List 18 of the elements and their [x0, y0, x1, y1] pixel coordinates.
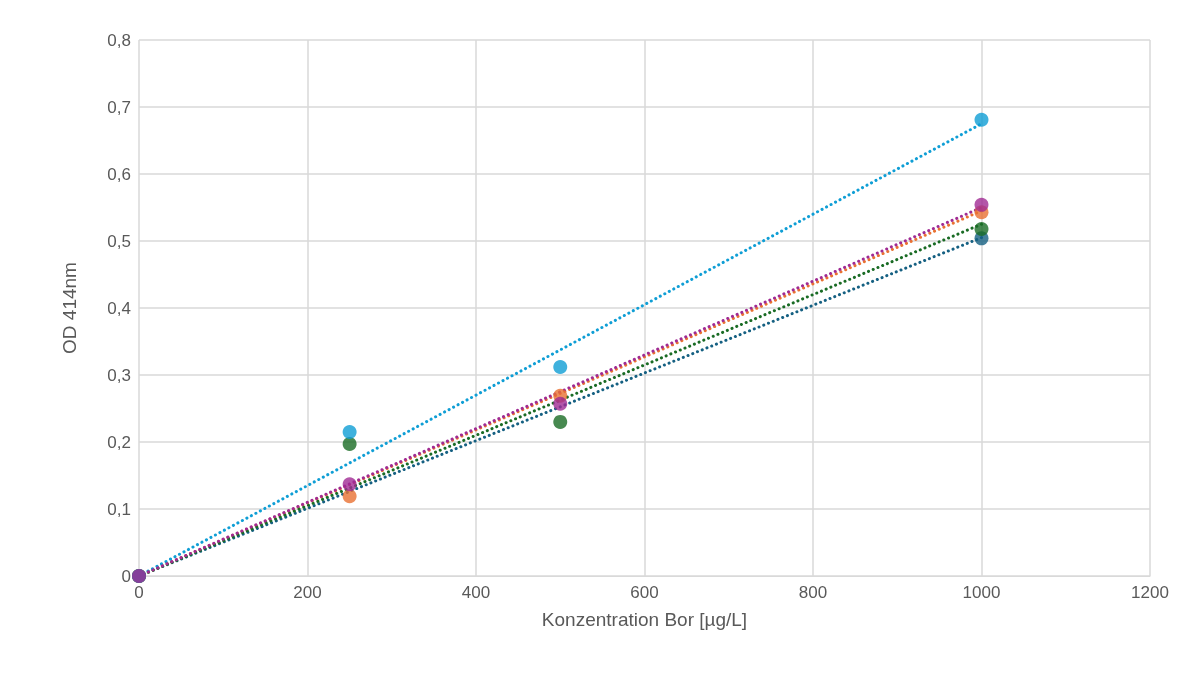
x-tick-label: 1200 — [1131, 583, 1169, 602]
x-tick-label: 600 — [630, 583, 659, 602]
y-tick-label: 0,8 — [107, 30, 131, 50]
y-tick-label: 0,4 — [107, 298, 131, 318]
y-tick-label: 0,1 — [107, 499, 131, 519]
y-tick-label: 0,6 — [107, 164, 131, 184]
x-tick-label: 200 — [293, 583, 322, 602]
x-axis-title: Konzentration Bor [µg/L] — [541, 609, 748, 630]
y-tick-label: 0,3 — [107, 365, 131, 385]
y-tick-label: 0,2 — [107, 432, 131, 452]
x-tick-label: 0 — [134, 583, 144, 602]
y-tick-label: 0,5 — [107, 231, 131, 251]
y-tick-label: 0,7 — [107, 97, 131, 117]
x-tick-label: 800 — [798, 583, 828, 602]
y-axis-title: OD 414nm — [59, 262, 80, 354]
x-tick-label: 400 — [461, 583, 491, 602]
x-tick-label: 1000 — [962, 583, 1001, 602]
y-tick-label: 0 — [121, 566, 131, 586]
